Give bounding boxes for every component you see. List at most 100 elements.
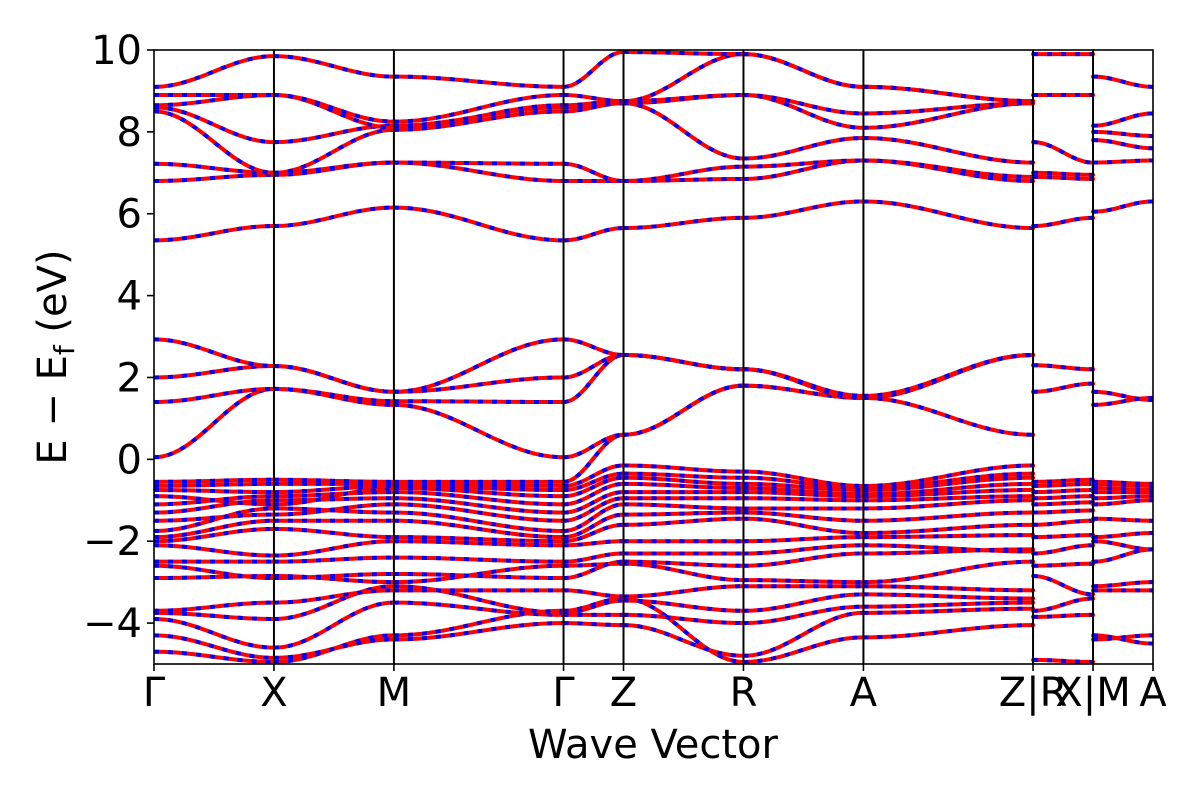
band-dash-8-2 (1093, 580, 1153, 589)
band-dash-3-6 (563, 559, 624, 581)
band-dash-8-13 (1093, 479, 1153, 486)
band-line-2-19 (391, 402, 566, 460)
band-dash-7-15 (1033, 363, 1094, 372)
band-dash-2-26 (393, 109, 564, 132)
band-dash-3-27 (563, 101, 624, 110)
band-dash-7-11 (1033, 488, 1094, 495)
band-dash-8-6 (1093, 531, 1153, 540)
band-dash-2-30 (393, 74, 564, 89)
band-dash-5-16 (743, 475, 864, 490)
kpath-lines-layer (272, 50, 1095, 664)
band-dash-6-12 (863, 494, 1034, 503)
band-dash-3-23 (563, 226, 624, 243)
band-dash-7-13 (1033, 477, 1094, 484)
band-dash-0-24 (154, 172, 274, 183)
band-dash-7-6 (1033, 533, 1094, 540)
band-dash-1-8 (273, 539, 394, 558)
band-dash-2-16 (393, 483, 564, 493)
y-tick-label-7: 10 (91, 28, 142, 74)
y-axis-label-main: E − E (30, 355, 76, 465)
band-dash-0-9 (154, 526, 274, 544)
band-dash-6-18 (863, 395, 1034, 437)
band-dash-7-2 (1032, 596, 1094, 613)
band-dash-1-30 (273, 54, 394, 79)
band-dash-3-16 (563, 471, 624, 493)
band-dash-7-4 (1033, 561, 1094, 568)
band-dash-5-26 (743, 136, 864, 161)
band-dash-2-14 (393, 490, 564, 507)
band-dash-3-1 (563, 621, 624, 628)
band-dash-7-10 (1033, 494, 1094, 501)
band-dash-0-20 (154, 386, 274, 405)
band-dash-4-6 (623, 559, 744, 568)
band-dash-1-13 (273, 496, 394, 503)
band-dash-7-18 (1033, 170, 1094, 177)
band-dash-3-12 (563, 496, 624, 523)
band-dash-5-7 (743, 543, 864, 556)
band-dash-5-5 (743, 578, 864, 585)
band-dash-6-8 (863, 533, 1034, 540)
band-dash-3-15 (563, 475, 624, 499)
plot-frame (153, 49, 1154, 665)
band-dash-4-10 (623, 510, 744, 517)
band-line-4-29 (621, 52, 746, 104)
band-dash-4-23 (623, 215, 744, 231)
x-tick-label-9: A (1139, 670, 1167, 716)
band-line-1-28 (271, 93, 396, 130)
band-dash-8-20 (1092, 111, 1153, 128)
band-dash-2-23 (393, 205, 564, 243)
band-dash-6-15 (863, 475, 1034, 493)
band-line-0-30 (154, 54, 276, 89)
band-dash-7-14 (1033, 381, 1094, 394)
band-dash-2-10 (393, 518, 564, 540)
band-dash-6-3 (863, 592, 1034, 601)
band-dash-8-21 (1092, 74, 1153, 89)
band-line-0-27 (154, 105, 276, 145)
band-dash-0-8 (154, 543, 274, 558)
band-dash-2-7 (393, 555, 564, 564)
band-dash-6-7 (863, 543, 1034, 554)
band-dash-5-3 (743, 592, 864, 613)
band-dash-4-26 (623, 101, 744, 161)
x-tick-label-6: A (850, 670, 878, 716)
band-dash-8-19 (1093, 129, 1153, 138)
band-dash-8-8 (1093, 498, 1153, 507)
band-dash-3-21 (563, 352, 624, 380)
band-dash-4-9 (623, 516, 744, 527)
band-line-1-26 (271, 127, 396, 175)
y-tick-label-0: −4 (83, 601, 142, 647)
band-line-0-2 (154, 616, 276, 650)
band-dash-2-11 (393, 510, 564, 533)
band-dash-2-2 (393, 600, 564, 617)
band-dash-1-18 (273, 477, 394, 484)
band-dash-0-19 (154, 386, 275, 460)
band-dash-4-3 (623, 598, 744, 613)
band-dash-4-22 (623, 352, 744, 372)
band-dash-0-16 (154, 488, 274, 495)
band-dash-0-12 (154, 512, 274, 523)
band-dash-5-8 (743, 535, 864, 544)
band-line-0-22 (154, 337, 276, 369)
band-dash-6-1 (863, 606, 1034, 615)
band-dash-4-24 (623, 176, 744, 183)
band-dash-0-3 (154, 610, 274, 621)
band-dash-6-25 (863, 158, 1034, 179)
band-dash-3-4 (563, 588, 624, 599)
band-dash-8-17 (1093, 158, 1153, 165)
band-dash-3-17 (563, 463, 624, 488)
band-dash-8-1 (1093, 633, 1153, 642)
band-dash-6-16 (863, 471, 1034, 490)
band-dash-4-11 (623, 502, 744, 511)
x-tick-label-3: Γ (552, 670, 575, 716)
band-dash-8-11 (1093, 485, 1153, 493)
band-dash-3-29 (563, 93, 624, 104)
band-dash-1-6 (273, 571, 394, 581)
band-dash-2-12 (393, 502, 564, 523)
band-dash-6-14 (863, 481, 1034, 497)
band-dash-0-0 (154, 649, 274, 664)
band-dash-4-25 (623, 164, 744, 183)
band-dash-2-17 (393, 481, 564, 488)
band-dash-7-7 (1033, 518, 1094, 527)
band-dash-4-14 (623, 481, 744, 490)
band-line-1-3 (271, 584, 396, 621)
